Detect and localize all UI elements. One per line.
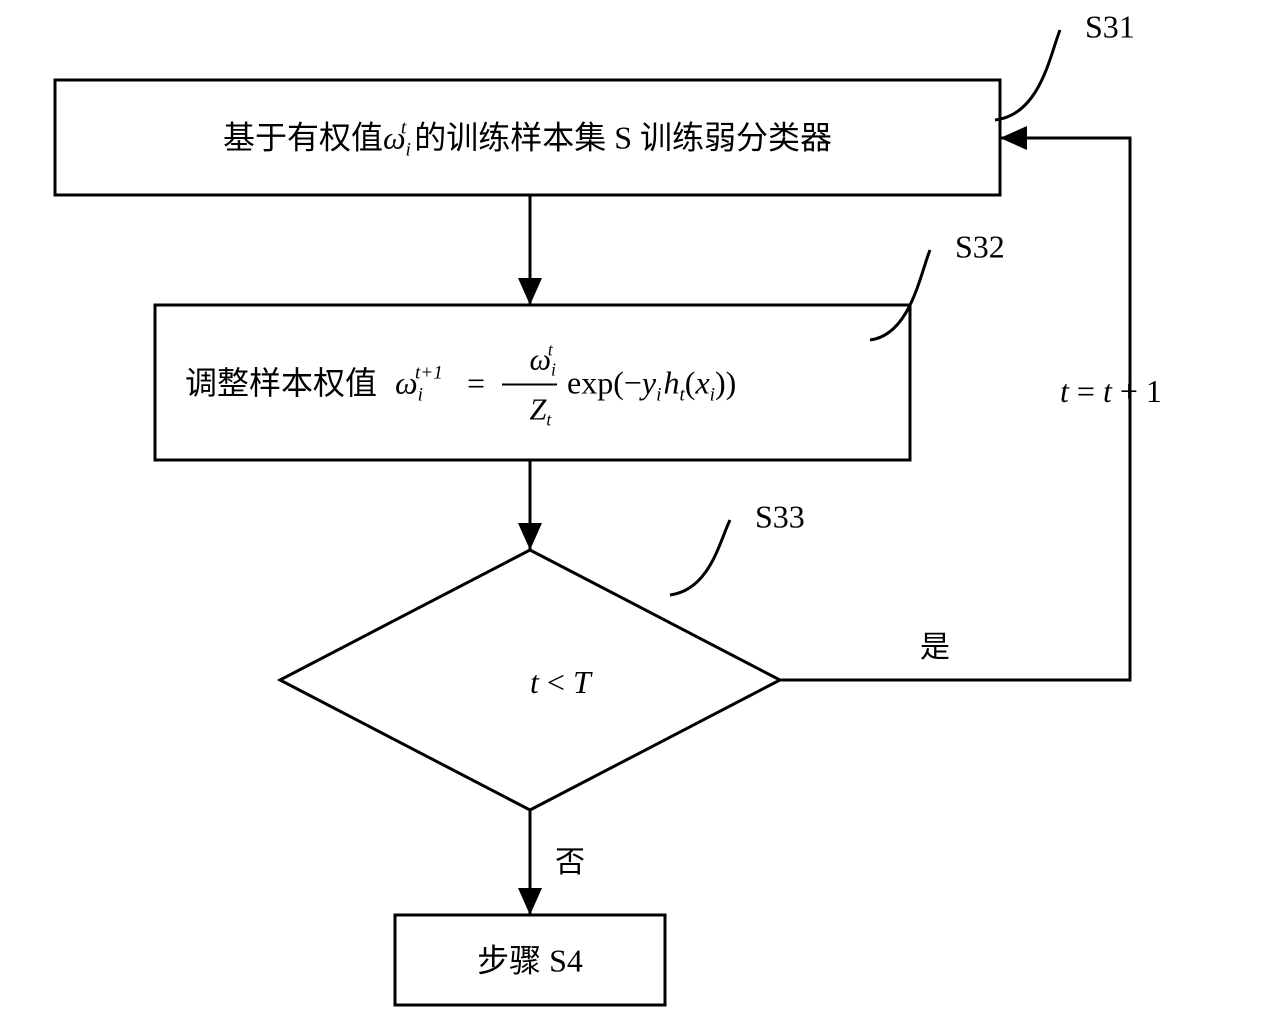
s32-denom: Zt	[530, 392, 553, 429]
edge-no-label: 否	[555, 846, 585, 879]
s32-rhs: exp(−yiht(xi))	[567, 365, 736, 406]
s32-prefix: 调整样本权值	[185, 365, 377, 401]
s32-label: S32	[955, 228, 1005, 264]
s33-callout	[670, 520, 730, 595]
s32-eq: =	[467, 365, 485, 401]
s33-text: t < T	[530, 664, 593, 700]
loop-increment-label: t = t + 1	[1060, 373, 1162, 409]
s32-callout	[870, 250, 930, 340]
s31-label: S31	[1085, 8, 1135, 44]
edge-yes-label: 是	[920, 631, 950, 664]
s32-numer: ωit	[530, 340, 556, 380]
s33-label: S33	[755, 498, 805, 534]
s31-text: 基于有权值ωit 的训练样本集 S 训练弱分类器	[223, 118, 832, 161]
s32-lhs: ωit+1	[395, 363, 443, 406]
s4-text: 步骤 S4	[477, 942, 583, 978]
s31-callout	[995, 30, 1060, 120]
